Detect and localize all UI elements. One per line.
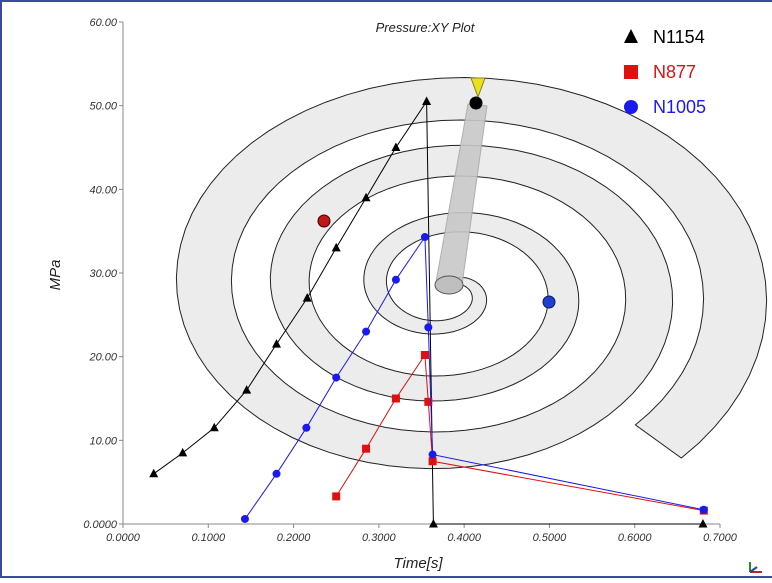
legend-label: N1005 xyxy=(653,97,706,117)
y-axis-label: MPa xyxy=(47,260,64,291)
x-axis-label: Time[s] xyxy=(393,555,443,572)
data-point-n1154 xyxy=(178,447,188,457)
tick-group: 0.0000 0.1000 0.2000 0.3000 0.4000 0.5000 0.60… xyxy=(83,17,737,544)
series-line-n1154 xyxy=(153,99,703,525)
y-tick-label: 60.00 xyxy=(89,17,117,29)
data-point-n1005 xyxy=(420,233,429,242)
pin-head-icon xyxy=(470,77,486,99)
series-n1154 xyxy=(149,96,708,528)
data-point-n1154 xyxy=(272,339,282,348)
data-point-n877 xyxy=(391,394,400,403)
x-tick-label: 0.5000 xyxy=(533,532,568,544)
data-point-n1005 xyxy=(332,373,341,382)
y-tick-label: 0.0000 xyxy=(83,519,118,531)
data-point-n1154 xyxy=(698,519,708,528)
data-point-n877 xyxy=(362,444,371,453)
data-point-n877 xyxy=(428,457,437,466)
series-layer xyxy=(149,96,708,528)
x-tick-label: 0.7000 xyxy=(703,532,738,544)
data-point-n1154 xyxy=(391,142,401,151)
blue-sphere xyxy=(542,295,556,309)
y-tick-label: 50.00 xyxy=(89,101,117,113)
data-point-n1005 xyxy=(240,514,249,523)
legend: N1154 N877 N1005 xyxy=(624,27,706,117)
x-tick-label: 0.3000 xyxy=(362,532,397,544)
data-point-n1154 xyxy=(361,192,371,202)
legend-square-icon xyxy=(624,65,638,79)
y-tick-label: 20.00 xyxy=(88,352,117,364)
data-point-n877 xyxy=(420,350,429,359)
data-point-n1005 xyxy=(699,505,708,514)
frame-edge xyxy=(768,2,772,576)
series-line-n1005 xyxy=(244,235,704,520)
x-tick-label: 0.2000 xyxy=(277,532,312,544)
y-tick-label: 30.00 xyxy=(89,268,117,280)
legend-triangle-icon xyxy=(624,29,638,43)
data-point-n877 xyxy=(424,397,433,406)
y-tick-label: 40.00 xyxy=(89,184,117,196)
chart-title: Pressure:XY Plot xyxy=(376,20,476,35)
legend-item-n1005: N1005 xyxy=(624,97,706,117)
axis-triad-icon xyxy=(749,562,762,573)
data-point-n1154 xyxy=(242,385,252,394)
x-tick-label: 0.0000 xyxy=(106,532,141,544)
data-point-n1005 xyxy=(302,423,311,432)
data-point-n1154 xyxy=(331,242,341,252)
legend-item-n877: N877 xyxy=(624,62,696,82)
cone-base xyxy=(434,275,464,295)
data-point-n1005 xyxy=(362,327,371,336)
data-point-n1154 xyxy=(209,422,219,432)
background-scene xyxy=(175,2,772,576)
y-tick-label: 10.00 xyxy=(89,435,117,447)
data-point-n1005 xyxy=(391,275,400,284)
data-point-n1005 xyxy=(428,450,437,459)
x-tick-label: 0.4000 xyxy=(447,532,482,544)
data-point-n1154 xyxy=(422,96,432,105)
series-n1005 xyxy=(240,233,708,523)
x-tick-label: 0.6000 xyxy=(618,532,653,544)
red-sphere xyxy=(317,214,331,228)
legend-label: N1154 xyxy=(653,27,705,47)
pin-ball xyxy=(469,96,483,110)
data-point-n877 xyxy=(332,492,341,501)
legend-circle-icon xyxy=(624,100,638,114)
legend-item-n1154: N1154 xyxy=(624,27,705,47)
data-point-n1154 xyxy=(302,293,312,302)
legend-label: N877 xyxy=(653,62,696,82)
data-point-n1154 xyxy=(428,519,438,528)
data-point-n1005 xyxy=(272,469,281,478)
x-tick-label: 0.1000 xyxy=(191,532,226,544)
data-point-n1154 xyxy=(149,468,159,478)
data-point-n1005 xyxy=(424,323,433,332)
